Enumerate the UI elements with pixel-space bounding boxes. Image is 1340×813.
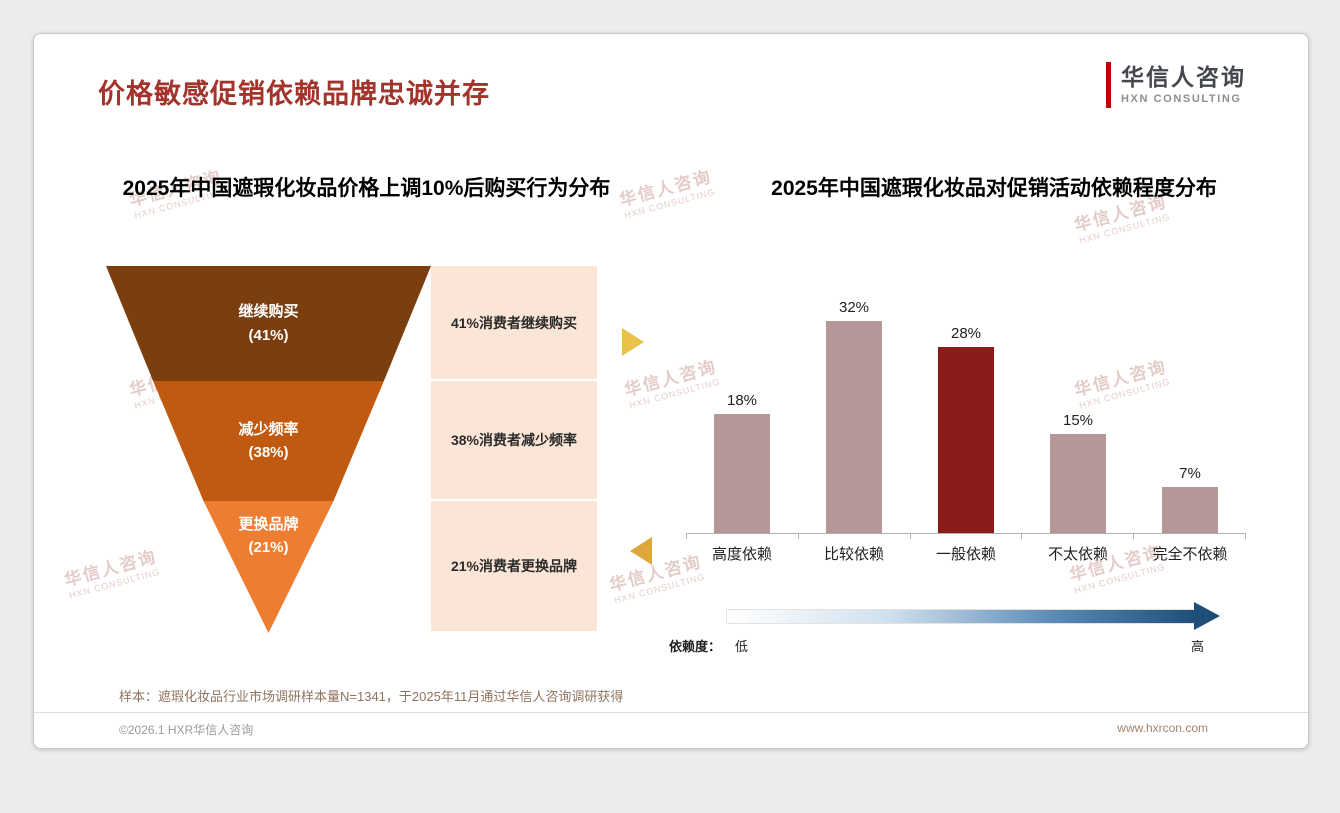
logo-en-text: HXN CONSULTING (1121, 93, 1242, 106)
funnel-stage-shape-1: 减少频率 (38%) (153, 381, 384, 501)
funnel-chart: 继续购买 (41%) 减少频率 (38%) 更换品牌 (21%) (106, 266, 431, 633)
funnel-stage-shape-2: 更换品牌 (21%) (203, 501, 334, 633)
bar-category-4: 完全不依赖 (1152, 546, 1228, 563)
bar-categories: 高度依赖 比较依赖 一般依赖 不太依赖 完全不依赖 (686, 543, 1246, 564)
sample-note: 样本：遮瑕化妆品行业市场调研样本量N=1341，于2025年11月通过华信人咨询… (119, 689, 624, 704)
bar-1 (826, 321, 882, 533)
bar-group-2: 28% (910, 325, 1022, 533)
bar-3 (1050, 434, 1106, 533)
funnel-stage-label: 继续购买 (238, 303, 299, 321)
legend-low: 低 (735, 639, 749, 654)
bar-group-4: 7% (1134, 465, 1246, 533)
bar-group-0: 18% (686, 392, 798, 533)
x-axis-line (686, 533, 1246, 534)
footer-divider (34, 712, 1308, 713)
tick (686, 534, 687, 539)
bar-category-0: 高度依赖 (711, 546, 772, 563)
bar-4 (1162, 487, 1218, 533)
x-axis-ticks (686, 534, 1246, 539)
funnel-chart-title: 2025年中国遮瑕化妆品价格上调10%后购买行为分布 (122, 177, 611, 200)
dependency-legend: 依赖度： 低 高 (669, 636, 1216, 655)
funnel-stage-value: (38%) (248, 444, 289, 461)
bar-group-1: 32% (798, 299, 910, 533)
funnel-notes: 41%消费者继续购买 38%消费者减少频率 21%消费者更换品牌 (431, 266, 597, 633)
slide-card: 华信人咨询 HXN CONSULTING 华信人咨询 HXN CONSULTING 华信… (33, 33, 1309, 749)
bar-data-label: 18% (726, 392, 758, 409)
arrow-left-icon (630, 537, 652, 565)
gradient-arrowhead-icon (1194, 602, 1220, 630)
tick (1133, 534, 1135, 539)
website-text: www.hxrcon.com (1117, 721, 1208, 735)
funnel-note-0: 41%消费者继续购买 (431, 266, 597, 379)
bar-group-3: 15% (1022, 412, 1134, 533)
company-logo: 华信人咨询 HXN CONSULTING (1106, 62, 1246, 108)
tick (1244, 534, 1246, 539)
bar-category-1: 比较依赖 (823, 546, 884, 563)
bar-2 (938, 347, 994, 533)
tick (1021, 534, 1023, 539)
funnel-stage-shape-0: 继续购买 (41%) (106, 266, 431, 381)
funnel-stage-label: 减少频率 (238, 420, 299, 438)
footer: ©2026.1 HXR华信人咨询 www.hxrcon.com (119, 721, 1208, 738)
logo-cn-text: 华信人咨询 (1121, 63, 1246, 90)
bar-data-label: 32% (838, 299, 870, 316)
logo-text: 华信人咨询 HXN CONSULTING (1121, 63, 1246, 106)
bar-0 (714, 414, 770, 533)
tick (909, 534, 911, 539)
page-title: 价格敏感促销依赖品牌忠诚并存 (98, 79, 490, 109)
funnel-note-2: 21%消费者更换品牌 (431, 501, 597, 631)
bar-data-label: 7% (1179, 465, 1201, 482)
dependency-gradient-bar (726, 609, 1195, 624)
bar-chart-plot: 18% 32% 28% 15% 7% (686, 274, 1246, 533)
logo-mark-icon (1106, 62, 1111, 108)
legend-label: 依赖度： (669, 639, 722, 654)
arrow-right-icon (622, 328, 644, 356)
funnel-note-1: 38%消费者减少频率 (431, 381, 597, 499)
funnel-stage-value: (41%) (248, 326, 289, 344)
funnel-stage-value: (21%) (248, 539, 289, 557)
tick (797, 534, 799, 539)
bar-chart-title: 2025年中国遮瑕化妆品对促销活动依赖程度分布 (771, 177, 1217, 200)
bar-data-label: 15% (1062, 412, 1094, 429)
copyright-text: ©2026.1 HXR华信人咨询 (119, 723, 254, 737)
funnel-stage-label: 更换品牌 (238, 516, 299, 533)
bar-data-label: 28% (950, 325, 982, 342)
bar-category-2: 一般依赖 (935, 546, 996, 563)
legend-high: 高 (1190, 639, 1204, 654)
bar-category-3: 不太依赖 (1047, 546, 1108, 563)
